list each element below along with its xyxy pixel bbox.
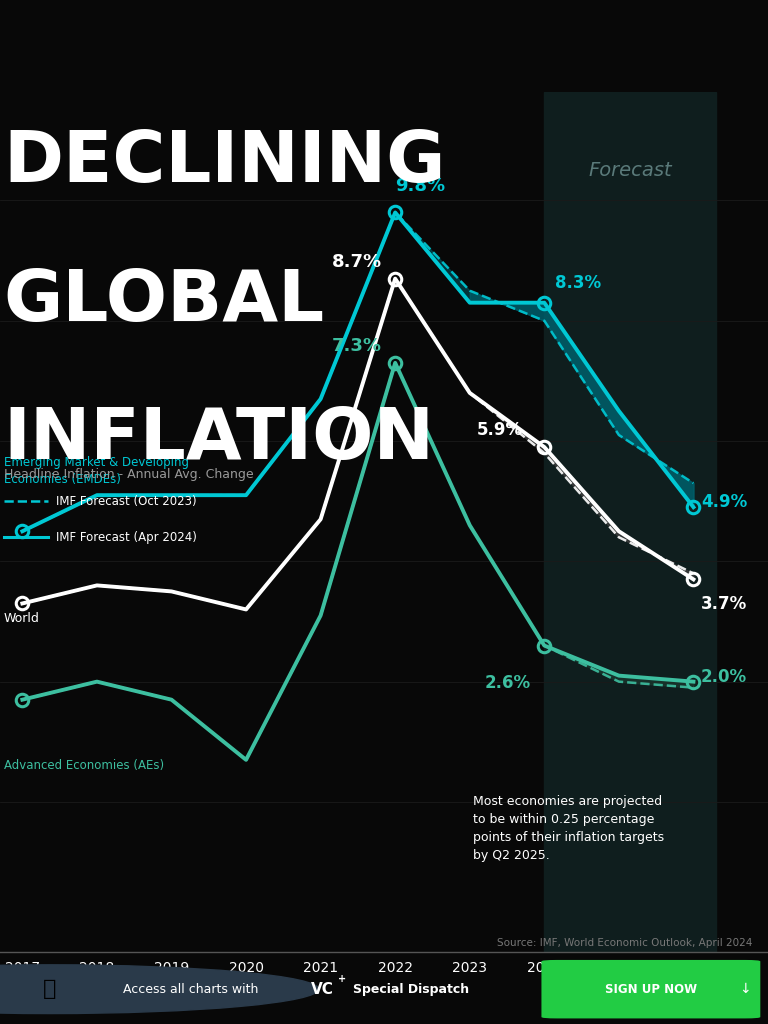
Text: 2.6%: 2.6% xyxy=(485,674,531,691)
Text: IMF Forecast (Apr 2024): IMF Forecast (Apr 2024) xyxy=(56,530,197,544)
Text: INFLATION: INFLATION xyxy=(4,404,435,474)
Text: Advanced Economies (AEs): Advanced Economies (AEs) xyxy=(4,760,164,772)
Text: 🐒: 🐒 xyxy=(43,979,57,999)
Text: World: World xyxy=(4,612,40,625)
Text: 8.3%: 8.3% xyxy=(555,273,601,292)
Text: Headline Inflation - Annual Avg. Change: Headline Inflation - Annual Avg. Change xyxy=(4,468,253,481)
Text: Access all charts with: Access all charts with xyxy=(123,983,258,995)
FancyBboxPatch shape xyxy=(541,959,760,1019)
Circle shape xyxy=(0,965,319,1014)
Text: 9.8%: 9.8% xyxy=(396,177,445,196)
Text: 2.0%: 2.0% xyxy=(701,668,747,686)
Text: Forecast: Forecast xyxy=(588,161,672,180)
Text: IMF Forecast (Oct 2023): IMF Forecast (Oct 2023) xyxy=(56,495,197,508)
Text: Special Dispatch: Special Dispatch xyxy=(353,983,469,995)
Text: DECLINING: DECLINING xyxy=(4,128,446,198)
Text: VC: VC xyxy=(311,982,334,996)
Bar xyxy=(545,92,716,952)
Text: 7.3%: 7.3% xyxy=(332,337,382,354)
Text: SIGN UP NOW: SIGN UP NOW xyxy=(605,983,697,995)
Text: 8.7%: 8.7% xyxy=(332,253,382,270)
Text: 3.7%: 3.7% xyxy=(701,596,747,613)
Text: 4.9%: 4.9% xyxy=(701,494,747,511)
Text: Most economies are projected
to be within 0.25 percentage
points of their inflat: Most economies are projected to be withi… xyxy=(474,795,664,862)
Text: Source: IMF, World Economic Outlook, April 2024: Source: IMF, World Economic Outlook, Apr… xyxy=(497,938,753,948)
Text: +: + xyxy=(338,974,346,984)
Text: Emerging Market & Developing
Economies (EMDEs): Emerging Market & Developing Economies (… xyxy=(4,456,189,486)
Text: ↓: ↓ xyxy=(739,982,750,996)
Text: GLOBAL: GLOBAL xyxy=(4,266,325,336)
Text: 5.9%: 5.9% xyxy=(477,421,523,439)
